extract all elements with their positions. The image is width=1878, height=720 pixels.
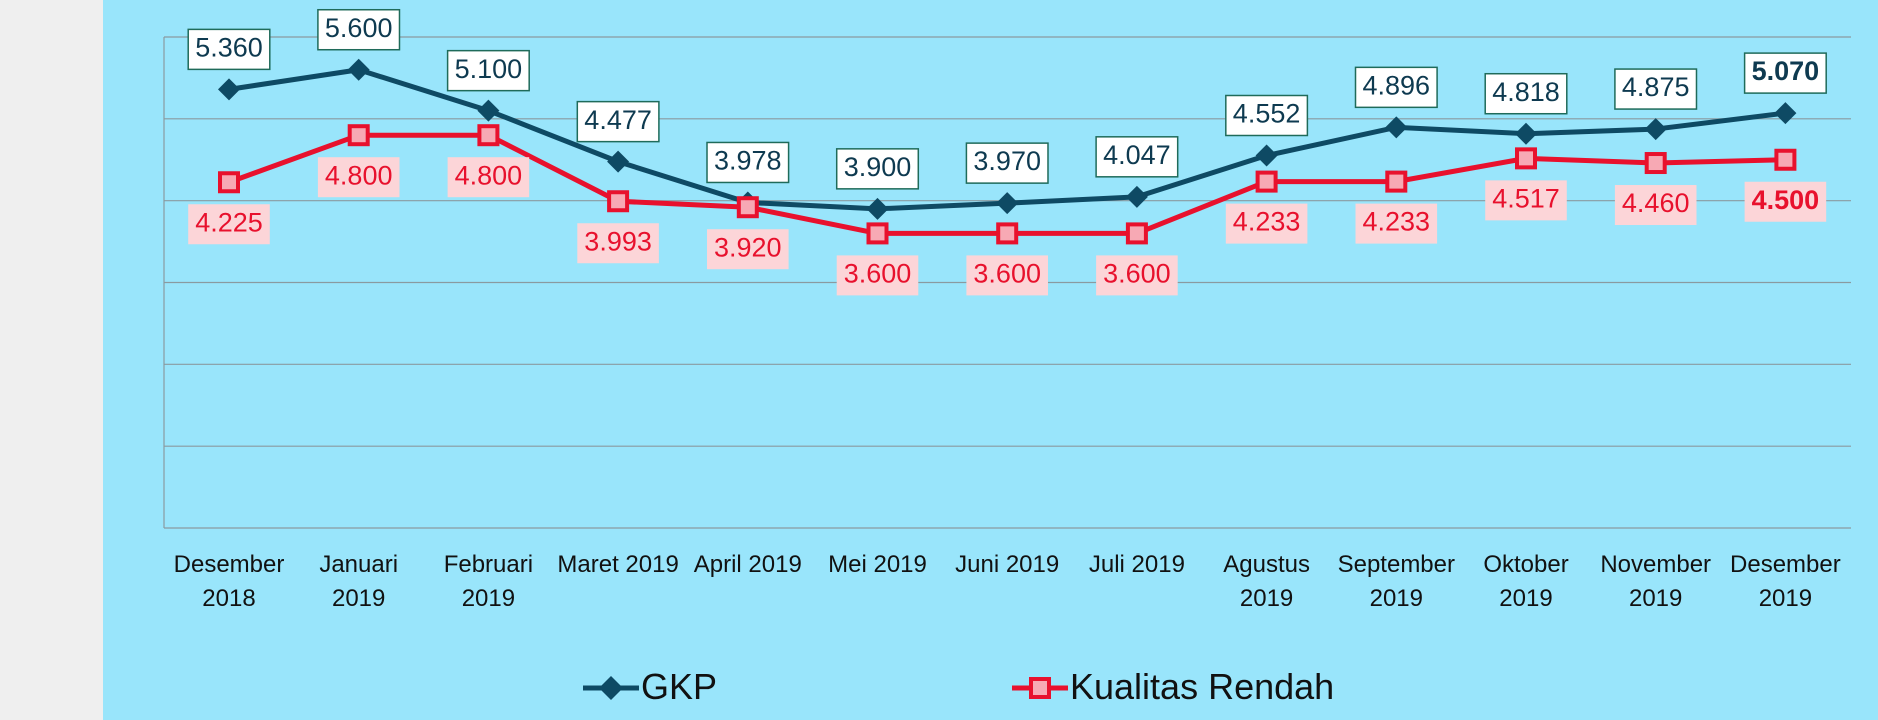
data-label-group: 4.047 bbox=[1096, 137, 1178, 177]
page: {"chart_data": {"type": "line", "categor… bbox=[0, 0, 1878, 720]
data-label: 3.600 bbox=[1103, 259, 1171, 289]
marker bbox=[220, 173, 238, 191]
data-label: 4.800 bbox=[325, 160, 393, 190]
x-tick-label: Juli 2019 bbox=[1074, 548, 1200, 582]
marker bbox=[1774, 102, 1796, 124]
marker bbox=[350, 126, 368, 144]
marker bbox=[869, 224, 887, 242]
data-label-group: 3.978 bbox=[707, 142, 789, 182]
data-label-group: 4.460 bbox=[1615, 185, 1697, 225]
x-tick-label: Februari 2019 bbox=[425, 548, 551, 616]
x-tick-label: Maret 2019 bbox=[555, 548, 681, 582]
marker bbox=[1128, 224, 1146, 242]
marker bbox=[218, 78, 240, 100]
data-label-group: 3.600 bbox=[966, 255, 1048, 295]
data-label: 3.970 bbox=[973, 146, 1041, 176]
data-label-group: 4.500 bbox=[1745, 182, 1827, 222]
data-label-group: 4.233 bbox=[1226, 204, 1308, 244]
x-tick-label: Desember 2019 bbox=[1722, 548, 1848, 616]
data-label-group: 3.970 bbox=[966, 143, 1048, 183]
data-label: 5.600 bbox=[325, 13, 393, 43]
marker bbox=[1256, 144, 1278, 166]
marker bbox=[998, 224, 1016, 242]
data-label: 3.993 bbox=[584, 226, 652, 256]
marker bbox=[609, 192, 627, 210]
data-label-group: 3.600 bbox=[1096, 255, 1178, 295]
data-label-group: 4.875 bbox=[1615, 69, 1697, 109]
marker bbox=[996, 192, 1018, 214]
x-tick-label: September 2019 bbox=[1333, 548, 1459, 616]
x-tick-label: Juni 2019 bbox=[944, 548, 1070, 582]
data-label-group: 5.070 bbox=[1745, 53, 1827, 93]
data-label-group: 4.818 bbox=[1485, 74, 1567, 114]
data-label-group: 4.800 bbox=[318, 157, 400, 197]
data-label-group: 4.517 bbox=[1485, 180, 1567, 220]
marker bbox=[1645, 118, 1667, 140]
marker bbox=[1385, 116, 1407, 138]
data-label-group: 4.477 bbox=[577, 102, 659, 142]
marker bbox=[479, 126, 497, 144]
marker bbox=[1126, 186, 1148, 208]
x-tick-label: April 2019 bbox=[685, 548, 811, 582]
marker bbox=[1258, 173, 1276, 191]
marker bbox=[1387, 173, 1405, 191]
legend-label: Kualitas Rendah bbox=[1070, 666, 1334, 708]
data-label: 4.233 bbox=[1233, 207, 1301, 237]
data-label-group: 3.600 bbox=[837, 255, 919, 295]
data-label: 4.500 bbox=[1752, 185, 1820, 215]
data-label: 4.800 bbox=[455, 160, 523, 190]
data-label: 4.818 bbox=[1492, 77, 1560, 107]
x-tick-label: Januari 2019 bbox=[296, 548, 422, 616]
data-label: 4.047 bbox=[1103, 140, 1171, 170]
data-label-group: 4.233 bbox=[1356, 204, 1438, 244]
x-tick-label: November 2019 bbox=[1593, 548, 1719, 616]
x-tick-label: Desember 2018 bbox=[166, 548, 292, 616]
data-label-group: 4.800 bbox=[448, 157, 530, 197]
legend-marker bbox=[1031, 679, 1049, 697]
data-label-group: 4.225 bbox=[188, 204, 270, 244]
data-label: 4.233 bbox=[1363, 207, 1431, 237]
data-label-group: 3.920 bbox=[707, 229, 789, 269]
x-tick-label: Oktober 2019 bbox=[1463, 548, 1589, 616]
data-label-group: 5.360 bbox=[188, 29, 270, 69]
data-label-group: 4.552 bbox=[1226, 95, 1308, 135]
marker bbox=[1776, 151, 1794, 169]
data-label: 5.100 bbox=[455, 54, 523, 84]
data-label: 4.460 bbox=[1622, 188, 1690, 218]
legend-marker bbox=[599, 676, 623, 700]
marker bbox=[1517, 149, 1535, 167]
data-label: 3.600 bbox=[973, 259, 1041, 289]
marker bbox=[739, 198, 757, 216]
data-label-group: 5.600 bbox=[318, 10, 400, 50]
data-label-group: 5.100 bbox=[448, 51, 530, 91]
data-label: 3.920 bbox=[714, 232, 782, 262]
marker bbox=[1515, 123, 1537, 145]
data-label: 3.600 bbox=[844, 259, 912, 289]
data-label-group: 4.896 bbox=[1356, 67, 1438, 107]
data-label: 4.875 bbox=[1622, 72, 1690, 102]
data-label: 3.978 bbox=[714, 146, 782, 176]
data-label-group: 3.900 bbox=[837, 149, 919, 189]
data-label: 4.477 bbox=[584, 105, 652, 135]
data-label: 4.552 bbox=[1233, 99, 1301, 129]
data-label: 4.517 bbox=[1492, 183, 1560, 213]
marker bbox=[348, 59, 370, 81]
data-label: 3.900 bbox=[844, 152, 912, 182]
data-label: 4.225 bbox=[195, 207, 263, 237]
marker bbox=[1647, 154, 1665, 172]
legend-label: GKP bbox=[641, 666, 717, 708]
x-tick-label: Mei 2019 bbox=[815, 548, 941, 582]
x-tick-label: Agustus 2019 bbox=[1204, 548, 1330, 616]
data-label: 5.070 bbox=[1752, 56, 1820, 86]
data-label-group: 3.993 bbox=[577, 223, 659, 263]
data-label: 4.896 bbox=[1363, 70, 1431, 100]
data-label: 5.360 bbox=[195, 32, 263, 62]
marker bbox=[607, 151, 629, 173]
